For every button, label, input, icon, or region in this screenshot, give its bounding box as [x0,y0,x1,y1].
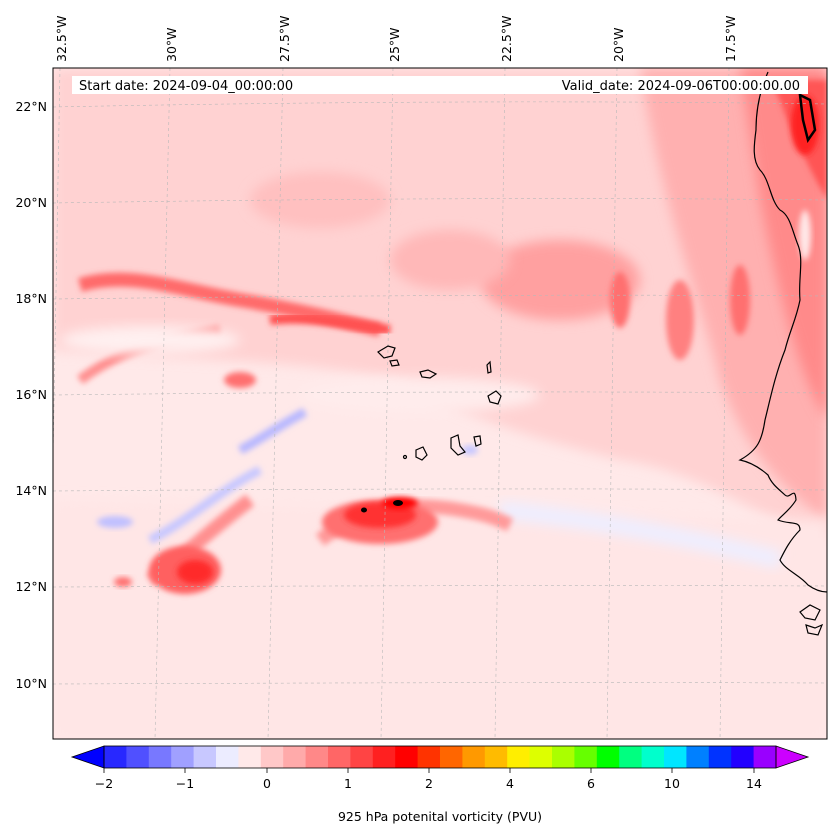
colorbar-frame [103,745,777,769]
colorbar-cell [529,746,553,768]
colorbar-tick-label: 4 [506,776,514,791]
colorbar-cell [395,746,419,768]
colorbar-cell [552,746,575,768]
lon-label: 27.5°W [277,16,292,62]
colorbar-cell [417,746,441,768]
colorbar-cell [664,746,687,768]
colorbar-cell [462,746,486,768]
colorbar-cell [350,746,374,768]
colorbar-tick-label: 0 [263,776,271,791]
colorbar-cell [574,746,598,768]
gridlines [53,68,827,739]
colorbar-cell [104,746,127,768]
colorbar-extend-high [775,745,810,769]
colorbar-cell [619,746,643,768]
cape-verde-islands [377,345,396,359]
colorbar-tick-label: −2 [95,776,113,791]
colorbar-cell [193,746,217,768]
colorbar-tick-label: 1 [344,776,352,791]
colorbar-tick-label: 14 [746,776,762,791]
colorbar-cell [440,746,463,768]
longitude-labels: 32.5°W 30°W 27.5°W 25°W 22.5°W 20°W 17.5… [54,16,738,62]
latitude-labels: 22°N 20°N 18°N 16°N 14°N 12°N 10°N [15,99,47,691]
lat-label: 18°N [15,291,47,306]
colorbar-tick-label: −1 [176,776,194,791]
colorbar-cell [238,746,262,768]
colorbar-label: 925 hPa potenital vorticity (PVU) [338,809,542,824]
colorbar-cell [484,746,508,768]
pv-field [53,68,827,739]
colorbar-tick-label: 10 [664,776,680,791]
colorbar-cell [596,746,620,768]
colorbar-cell [686,746,710,768]
colorbar-cell [641,746,665,768]
colorbar-cell [283,746,307,768]
colorbar-tick-label: 6 [587,776,595,791]
west-africa-coastline [738,71,827,593]
lon-label: 32.5°W [54,16,69,62]
header-bar [72,76,808,94]
colorbar-cell [171,746,195,768]
valid-date-label: Valid_date: 2024-09-06T00:00:00.00 [562,79,800,94]
colorbar-cell [507,746,531,768]
lon-label: 20°W [611,27,626,62]
lat-label: 10°N [15,676,47,691]
lon-label: 25°W [387,27,402,62]
lat-label: 20°N [15,195,47,210]
colorbar-cell [708,746,732,768]
colorbar-tick-label: 2 [425,776,433,791]
start-date-label: Start date: 2024-09-04_00:00:00 [79,79,293,94]
lat-label: 16°N [15,387,47,402]
map-border [52,67,828,740]
lat-label: 22°N [15,99,47,114]
colorbar-cell [148,746,172,768]
colorbar-cell [372,746,396,768]
colorbar-cell [216,746,239,768]
colorbar-cell [753,746,777,768]
colorbar-cell [328,746,351,768]
colorbar-cell [731,746,755,768]
coastlines [377,71,827,636]
lon-label: 22.5°W [499,16,514,62]
lon-label: 30°W [164,27,179,62]
lat-label: 14°N [15,483,47,498]
colorbar-cell [126,746,150,768]
lat-label: 12°N [15,579,47,594]
colorbar-extend-low [70,745,105,769]
lon-label: 17.5°W [723,16,738,62]
colorbar-cell [305,746,329,768]
colorbar: −2 −1 0 1 2 4 6 10 14 925 hPa potenital vorticit… [70,745,810,824]
colorbar-cell [260,746,284,768]
